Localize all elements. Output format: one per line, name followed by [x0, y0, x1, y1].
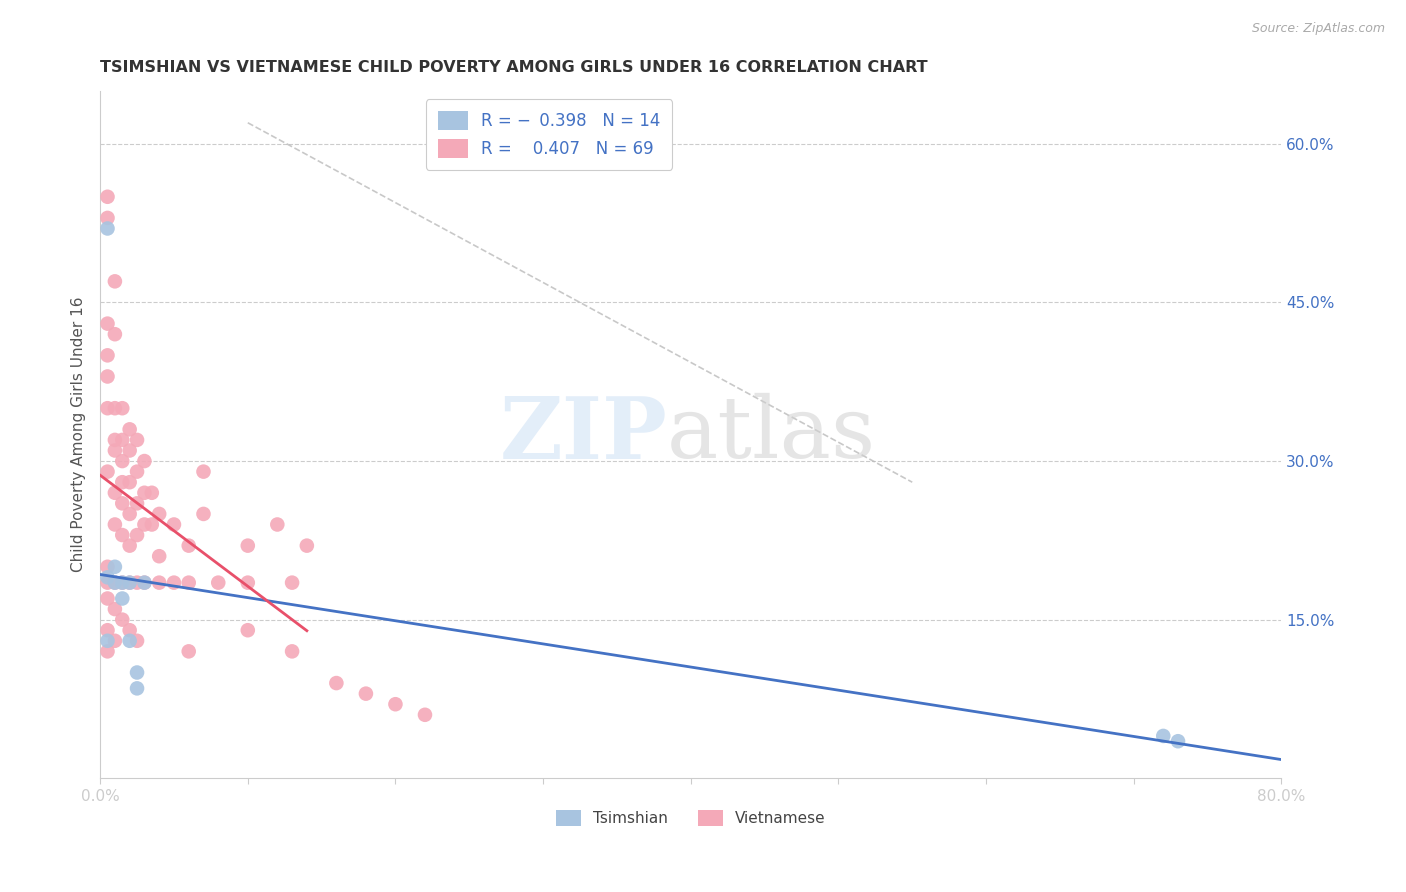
Point — [1167, 734, 1189, 748]
Point — [96, 591, 118, 606]
Point — [125, 633, 148, 648]
Point — [111, 433, 134, 447]
Point — [111, 475, 134, 490]
Point — [125, 528, 148, 542]
Point — [104, 575, 127, 590]
Point — [96, 575, 118, 590]
Point — [96, 644, 118, 658]
Text: Source: ZipAtlas.com: Source: ZipAtlas.com — [1251, 22, 1385, 36]
Y-axis label: Child Poverty Among Girls Under 16: Child Poverty Among Girls Under 16 — [72, 297, 86, 573]
Point — [177, 644, 200, 658]
Point — [163, 517, 186, 532]
Point — [148, 549, 170, 564]
Point — [118, 575, 141, 590]
Point — [148, 507, 170, 521]
Point — [118, 539, 141, 553]
Point — [104, 633, 127, 648]
Point — [96, 401, 118, 416]
Point — [236, 539, 259, 553]
Point — [111, 496, 134, 510]
Point — [413, 707, 436, 722]
Point — [96, 190, 118, 204]
Point — [96, 348, 118, 362]
Point — [104, 443, 127, 458]
Point — [118, 575, 141, 590]
Point — [96, 221, 118, 235]
Point — [111, 613, 134, 627]
Point — [118, 475, 141, 490]
Point — [134, 575, 156, 590]
Point — [134, 454, 156, 468]
Point — [207, 575, 229, 590]
Text: atlas: atlas — [666, 393, 876, 476]
Point — [125, 465, 148, 479]
Point — [104, 602, 127, 616]
Point — [118, 624, 141, 638]
Point — [111, 575, 134, 590]
Legend: Tsimshian, Vietnamese: Tsimshian, Vietnamese — [550, 805, 831, 832]
Point — [111, 528, 134, 542]
Point — [111, 401, 134, 416]
Point — [104, 327, 127, 342]
Point — [125, 665, 148, 680]
Point — [125, 433, 148, 447]
Point — [354, 687, 377, 701]
Point — [118, 633, 141, 648]
Point — [134, 485, 156, 500]
Point — [104, 274, 127, 288]
Point — [104, 433, 127, 447]
Point — [111, 454, 134, 468]
Point — [125, 681, 148, 696]
Point — [96, 570, 118, 584]
Point — [236, 575, 259, 590]
Text: TSIMSHIAN VS VIETNAMESE CHILD POVERTY AMONG GIRLS UNDER 16 CORRELATION CHART: TSIMSHIAN VS VIETNAMESE CHILD POVERTY AM… — [100, 60, 928, 75]
Point — [281, 575, 304, 590]
Point — [236, 624, 259, 638]
Point — [134, 575, 156, 590]
Point — [141, 485, 163, 500]
Point — [125, 575, 148, 590]
Point — [118, 422, 141, 436]
Point — [384, 697, 406, 711]
Point — [193, 507, 215, 521]
Point — [96, 211, 118, 225]
Point — [118, 443, 141, 458]
Point — [104, 575, 127, 590]
Point — [177, 575, 200, 590]
Point — [125, 496, 148, 510]
Point — [104, 559, 127, 574]
Point — [295, 539, 318, 553]
Point — [96, 624, 118, 638]
Point — [118, 507, 141, 521]
Point — [96, 633, 118, 648]
Point — [177, 539, 200, 553]
Point — [111, 591, 134, 606]
Point — [134, 517, 156, 532]
Point — [193, 465, 215, 479]
Point — [104, 517, 127, 532]
Point — [148, 575, 170, 590]
Point — [141, 517, 163, 532]
Point — [111, 575, 134, 590]
Point — [281, 644, 304, 658]
Point — [325, 676, 347, 690]
Point — [1152, 729, 1174, 743]
Point — [96, 465, 118, 479]
Point — [96, 317, 118, 331]
Point — [266, 517, 288, 532]
Point — [104, 401, 127, 416]
Point — [96, 559, 118, 574]
Text: ZIP: ZIP — [499, 392, 666, 476]
Point — [96, 369, 118, 384]
Point — [104, 485, 127, 500]
Point — [163, 575, 186, 590]
